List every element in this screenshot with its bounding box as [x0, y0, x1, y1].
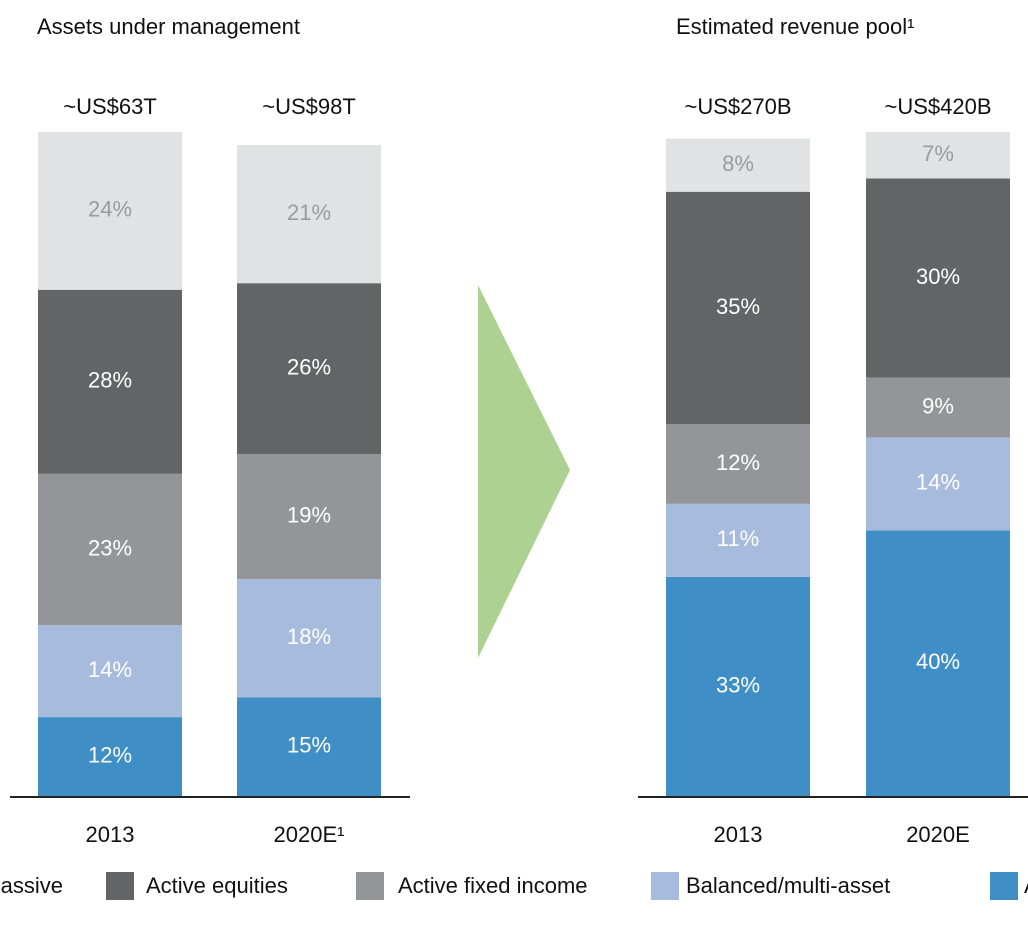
chart-title: Assets under management — [37, 14, 300, 39]
total-label: ~US$420B — [884, 94, 991, 119]
x-tick-label: 2013 — [86, 822, 135, 847]
value-label: 28% — [88, 368, 132, 393]
value-label: 19% — [287, 502, 331, 527]
total-label: ~US$63T — [63, 94, 157, 119]
legend-swatch — [356, 872, 384, 900]
bar-segment — [237, 283, 381, 455]
legend-label: Active fixed income — [398, 873, 588, 898]
bar-segment — [38, 132, 182, 290]
bar-segment — [666, 503, 810, 577]
bar-segment — [866, 377, 1010, 438]
value-label: 23% — [88, 535, 132, 560]
value-label: 7% — [922, 141, 954, 166]
bar-segment — [237, 454, 381, 580]
legend-label: Balanced/multi-asset — [686, 873, 890, 898]
bar-segment — [237, 697, 381, 796]
bar-segment — [866, 132, 1010, 179]
value-label: 14% — [88, 657, 132, 682]
bar-segment — [666, 576, 810, 796]
x-tick-label: 2020E¹ — [274, 822, 345, 847]
legend-label: Alternatives — [1024, 873, 1028, 898]
bar-segment — [38, 717, 182, 796]
value-label: 11% — [717, 526, 759, 551]
value-label: 26% — [287, 354, 331, 379]
bar-segment — [866, 437, 1010, 531]
x-tick-label: 2013 — [714, 822, 763, 847]
bar-segment — [237, 145, 381, 284]
legend-swatch — [990, 872, 1018, 900]
legend-label: Active equities — [146, 873, 288, 898]
bar-segment — [666, 138, 810, 192]
value-label: 14% — [916, 470, 960, 495]
x-tick-label: 2020E — [906, 822, 970, 847]
bar-segment — [866, 178, 1010, 378]
value-label: 12% — [716, 450, 760, 475]
bar-segment — [666, 191, 810, 425]
bar-segment — [38, 625, 182, 718]
value-label: 15% — [287, 733, 331, 758]
value-label: 9% — [922, 393, 954, 418]
bar-segment — [38, 473, 182, 626]
legend-label: Passive — [0, 873, 63, 898]
bar-segment — [38, 289, 182, 474]
total-label: ~US$270B — [684, 94, 791, 119]
chart-title: Estimated revenue pool¹ — [676, 14, 914, 39]
value-label: 8% — [722, 151, 754, 176]
value-label: 18% — [287, 624, 331, 649]
total-label: ~US$98T — [262, 94, 356, 119]
bar-segment — [666, 424, 810, 504]
bar-segment — [866, 530, 1010, 796]
arrow — [478, 285, 570, 658]
legend-swatch — [651, 872, 679, 900]
value-label: 40% — [916, 649, 960, 674]
value-label: 24% — [88, 197, 132, 222]
legend-swatch — [106, 872, 134, 900]
bar-segment — [237, 579, 381, 698]
value-label: 30% — [916, 264, 960, 289]
value-label: 35% — [716, 294, 760, 319]
value-label: 12% — [88, 742, 132, 767]
value-label: 21% — [287, 200, 331, 225]
value-label: 33% — [716, 672, 760, 697]
